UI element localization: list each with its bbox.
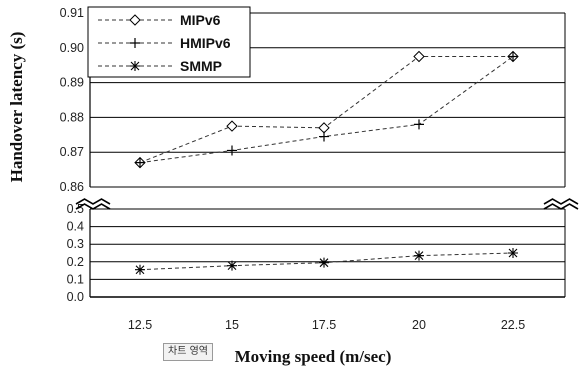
legend-item-smmp: SMMP <box>98 58 222 74</box>
y-tick-label: 0.86 <box>60 180 84 194</box>
diamond-marker <box>129 14 141 26</box>
y-tick-label: 0.90 <box>60 41 84 55</box>
x-tick-label: 12.5 <box>128 318 152 332</box>
y-tick-label: 0.87 <box>60 145 84 159</box>
axis-break-zigzag <box>543 198 579 205</box>
plus-marker <box>319 131 329 142</box>
tick-labels: 0.86 0.87 0.88 0.89 0.90 0.91 0.0 0.1 0.2 0.3 0.4 0… <box>60 6 526 332</box>
legend-box <box>87 6 251 78</box>
legend-label: MIPv6 <box>180 12 221 28</box>
y-tick-label: 0.2 <box>67 255 84 269</box>
series-hmipv6 <box>135 51 518 168</box>
diamond-marker <box>413 50 425 63</box>
diamond-marker <box>226 120 238 132</box>
axis-break-zigzag <box>75 203 111 210</box>
plus-marker <box>508 51 518 62</box>
x-axis-title: Moving speed (m/sec) <box>235 347 392 366</box>
axis-break-marks <box>75 198 579 210</box>
asterisk-marker <box>508 248 518 258</box>
series-layer <box>134 50 519 275</box>
x-tick-label: 17.5 <box>312 318 336 332</box>
lower-panel-gridlines <box>90 208 565 298</box>
y-tick-label: 0.4 <box>67 220 84 234</box>
asterisk-marker <box>227 260 237 271</box>
legend-item-hmipv6: HMIPv6 <box>98 35 231 51</box>
legend-label: SMMP <box>180 58 222 74</box>
y-tick-label: 0.91 <box>60 6 84 20</box>
legend-label: HMIPv6 <box>180 35 231 51</box>
asterisk-marker <box>135 264 145 275</box>
y-tick-label: 0.3 <box>67 237 84 251</box>
plus-marker <box>130 38 140 48</box>
y-axis-title: Handover latency (s) <box>7 32 26 183</box>
x-tick-label: 15 <box>225 318 239 332</box>
plus-marker <box>135 157 145 168</box>
y-tick-label: 0.89 <box>60 76 84 90</box>
asterisk-marker <box>414 250 424 261</box>
x-tick-label: 22.5 <box>501 318 525 332</box>
legend: MIPv6 HMIPv6 SMMP <box>87 6 251 78</box>
axis-break-zigzag <box>75 198 111 205</box>
asterisk-marker <box>319 257 329 268</box>
y-tick-label: 0.0 <box>67 290 84 304</box>
y-tick-label: 0.1 <box>67 272 84 286</box>
plus-marker <box>227 145 237 156</box>
y-tick-label: 0.88 <box>60 110 84 124</box>
diamond-marker <box>318 122 330 134</box>
x-tick-label: 20 <box>412 318 426 332</box>
axis-break-zigzag <box>543 203 579 210</box>
series-smmp <box>135 248 518 275</box>
chart-area-tooltip: 차트 영역 <box>163 343 213 361</box>
asterisk-marker <box>130 61 140 71</box>
legend-item-mipv6: MIPv6 <box>98 12 221 28</box>
y-tick-label: 0.5 <box>67 202 84 216</box>
plus-marker <box>414 119 424 130</box>
